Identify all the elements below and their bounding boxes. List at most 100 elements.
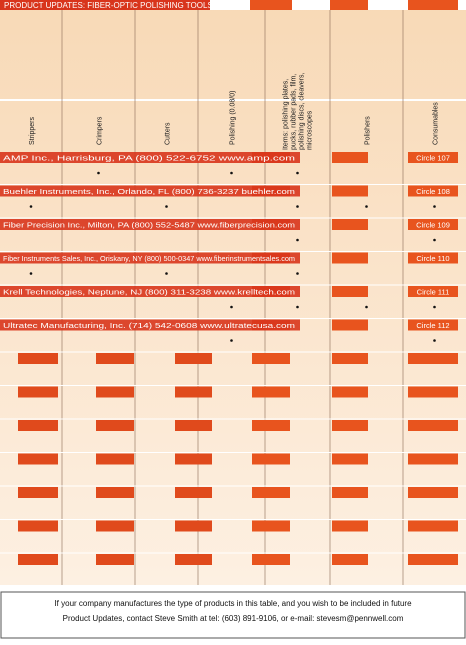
check-dot: [230, 171, 233, 175]
cell-bar: [175, 386, 212, 398]
cell-bar: [18, 353, 58, 364]
cell-bar: [18, 420, 58, 431]
cell-bar: [332, 353, 368, 364]
header-bar: [330, 0, 368, 10]
column-header: Polishing (0.08/0): [230, 91, 237, 145]
cell-bar: [252, 386, 290, 398]
company: AMP Inc., Harrisburg, PA (800) 522-6752 …: [3, 154, 295, 163]
check-dot: [296, 238, 299, 242]
column-header: Consumables: [433, 102, 440, 145]
company-band: [0, 286, 300, 297]
cell-bar: [332, 219, 368, 230]
title-strip: [0, 0, 466, 10]
cell-bar: [408, 252, 458, 264]
cell-bar: [18, 453, 58, 465]
company-band: [0, 252, 300, 264]
cell-bar: [332, 520, 368, 532]
cell-bar: [252, 520, 290, 532]
column-header: Crimpers: [97, 116, 104, 145]
cell-bar: [96, 554, 134, 565]
check-dot: [365, 205, 368, 208]
cell-bar: [332, 319, 368, 331]
check-dot: [433, 339, 436, 342]
company: Ultratec Manufacturing, Inc. (714) 542-0…: [3, 321, 295, 330]
cell-bar: [96, 520, 134, 532]
check-dot: [165, 272, 168, 275]
cell-bar: [96, 353, 134, 364]
check-dot: [230, 339, 233, 342]
footer-box: [0, 591, 466, 639]
check-dot: [296, 305, 299, 309]
cell-bar: [252, 487, 290, 498]
check-dot: [296, 205, 299, 208]
cell-bar: [18, 487, 58, 498]
company-band: [0, 185, 300, 197]
circle-number: Circle 109: [416, 221, 450, 230]
cell-bar: [408, 219, 458, 230]
cell-bar: [175, 487, 212, 498]
check-dot: [365, 305, 368, 309]
cell-bar: [252, 554, 290, 565]
footer-line: Product Updates, contact Steve Smith at …: [63, 614, 404, 623]
column-header: Strippers: [29, 116, 36, 145]
header-bar: [408, 0, 458, 10]
cell-bar: [175, 353, 212, 364]
cell-bar: [408, 386, 458, 398]
check-dot: [433, 205, 436, 208]
check-dot: [165, 205, 168, 208]
cell-bar: [332, 185, 368, 197]
cell-bar: [408, 353, 458, 364]
cell-bar: [252, 353, 290, 364]
check-dot: [29, 205, 33, 208]
check-dot: [230, 305, 233, 309]
title: PRODUCT UPDATES: FIBER-OPTIC POLISHING T…: [4, 1, 213, 10]
column-header: Items: polishing plates,pucks, rubber pa…: [283, 73, 314, 150]
cell-bar: [175, 453, 212, 465]
company: Fiber Precision Inc., Milton, PA (800) 5…: [3, 221, 295, 230]
check-dot: [29, 272, 33, 275]
check-dot: [433, 305, 436, 309]
circle-number: Circle 112: [416, 321, 449, 330]
cell-bar: [175, 420, 212, 431]
cell-bar: [332, 152, 368, 163]
cell-bar: [175, 554, 212, 565]
cell-bar: [252, 420, 290, 431]
check-dot: [296, 171, 299, 175]
cell-bar: [175, 520, 212, 532]
cell-bar: [332, 453, 368, 465]
circle-number: Circle 107: [416, 154, 450, 163]
cell-bar: [408, 453, 458, 465]
cell-bar: [96, 420, 134, 431]
cell-bar: [408, 185, 458, 197]
company: Fiber Instruments Sales, Inc., Oriskany,…: [3, 254, 295, 263]
circle-number: Circle 111: [417, 288, 450, 297]
check-dot: [97, 171, 100, 175]
cell-bar: [332, 554, 368, 565]
cell-bar: [332, 252, 368, 264]
cell-bar: [96, 386, 134, 398]
company-band: [0, 219, 300, 230]
check-dot: [433, 238, 436, 242]
cell-bar: [332, 420, 368, 431]
footer-line: If your company manufactures the type of…: [54, 599, 412, 608]
cell-bar: [408, 286, 458, 297]
circle-number: Circle 110: [416, 254, 449, 263]
circle-number: Circle 108: [416, 187, 450, 196]
cell-bar: [408, 420, 458, 431]
check-dot: [296, 272, 299, 275]
cell-bar: [408, 319, 458, 331]
cell-bar: [332, 386, 368, 398]
company-band: [0, 152, 300, 163]
company: Buehler Instruments, Inc., Orlando, FL (…: [3, 187, 295, 196]
cell-bar: [18, 386, 58, 398]
cell-bar: [96, 453, 134, 465]
cell-bar: [18, 554, 58, 565]
cell-bar: [252, 453, 290, 465]
header-bar: [250, 0, 292, 10]
cell-bar: [332, 487, 368, 498]
title-band: [0, 0, 210, 10]
column-header: Polishers: [365, 116, 372, 145]
column-header: Cutters: [165, 122, 172, 145]
company-band: [0, 319, 300, 331]
